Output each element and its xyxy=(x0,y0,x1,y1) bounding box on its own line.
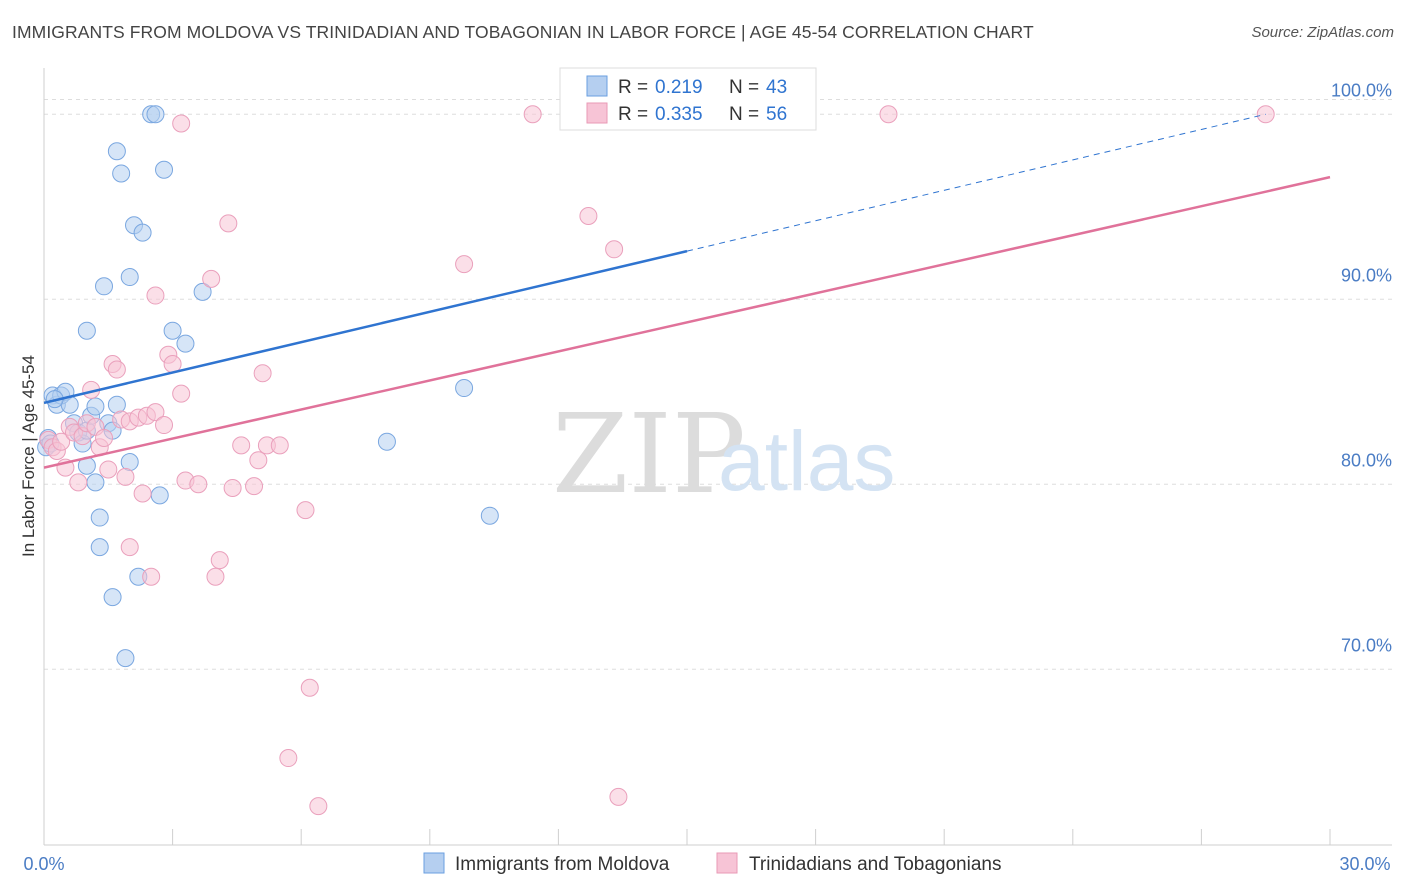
y-tick-label: 80.0% xyxy=(1341,450,1392,470)
data-point-moldova xyxy=(146,105,165,124)
data-point-trinidad xyxy=(99,460,118,479)
data-point-trinidad xyxy=(189,475,208,494)
data-point-trinidad xyxy=(95,429,114,447)
stats-n-value-pink: 56 xyxy=(766,104,787,125)
stats-r-label-pink: R = xyxy=(618,104,648,125)
data-point-trinidad xyxy=(300,678,319,697)
data-point-moldova xyxy=(377,432,396,451)
chart-source: Source: ZipAtlas.com xyxy=(1251,24,1394,41)
data-point-moldova xyxy=(77,321,96,340)
data-point-trinidad xyxy=(296,501,315,520)
data-point-trinidad xyxy=(172,384,191,403)
data-point-trinidad xyxy=(309,797,328,816)
y-tick-label: 90.0% xyxy=(1341,265,1392,285)
watermark-atlas: atlas xyxy=(718,414,895,508)
x-tick-label-max: 30.0% xyxy=(1339,854,1390,874)
data-point-trinidad xyxy=(142,567,161,586)
data-point-moldova xyxy=(155,160,174,179)
data-point-trinidad xyxy=(245,477,264,496)
data-point-moldova xyxy=(107,142,126,161)
data-point-trinidad xyxy=(116,467,135,486)
data-point-trinidad xyxy=(52,432,71,451)
data-points xyxy=(37,105,1275,816)
y-tick-label: 70.0% xyxy=(1341,635,1392,655)
stats-legend-swatch-blue xyxy=(586,75,608,97)
data-point-trinidad xyxy=(249,451,268,470)
data-point-moldova xyxy=(86,473,105,492)
chart-title: IMMIGRANTS FROM MOLDOVA VS TRINIDADIAN A… xyxy=(12,22,1034,42)
series-legend: Immigrants from Moldova Trinidadians and… xyxy=(423,852,1001,875)
data-point-trinidad xyxy=(579,207,598,225)
stats-n-value-blue: 43 xyxy=(766,77,787,98)
trend-lines xyxy=(43,113,1331,469)
stats-n-label-pink: N = xyxy=(729,104,759,125)
data-point-trinidad xyxy=(69,473,88,492)
data-point-moldova xyxy=(86,397,105,416)
legend-label-trinidad: Trinidadians and Tobagonians xyxy=(749,854,1001,875)
data-point-trinidad xyxy=(455,255,474,274)
data-point-trinidad xyxy=(107,360,126,379)
data-point-moldova xyxy=(193,282,212,301)
data-point-moldova xyxy=(90,508,109,527)
stats-legend: R = 0.219 N = 43 R = 0.335 N = 56 xyxy=(559,67,817,131)
data-point-moldova xyxy=(176,334,195,353)
data-point-trinidad xyxy=(270,436,289,455)
data-point-trinidad xyxy=(223,478,242,497)
data-point-moldova xyxy=(95,277,114,296)
data-point-trinidad xyxy=(232,436,251,455)
trend-line-trinidad xyxy=(43,175,1331,469)
data-point-moldova xyxy=(120,268,139,287)
data-point-trinidad xyxy=(133,484,152,503)
stats-legend-swatch-pink xyxy=(586,102,608,124)
x-tick-label-min: 0.0% xyxy=(23,854,64,874)
data-point-moldova xyxy=(120,453,139,472)
data-point-trinidad xyxy=(146,286,165,305)
data-point-trinidad xyxy=(206,567,225,586)
grid-lines xyxy=(44,98,1392,670)
data-point-trinidad xyxy=(219,214,238,233)
data-point-trinidad xyxy=(279,749,298,768)
trend-line-moldova xyxy=(43,249,688,405)
data-point-moldova xyxy=(116,649,135,668)
ticks: 70.0% 80.0% 90.0% 100.0% xyxy=(43,80,1392,845)
data-point-trinidad xyxy=(202,269,221,288)
stats-r-label-blue: R = xyxy=(618,77,648,98)
watermark-zip: ZIP xyxy=(552,390,746,518)
y-tick-label: 100.0% xyxy=(1331,80,1392,100)
data-point-moldova xyxy=(150,486,169,505)
stats-r-value-pink: 0.335 xyxy=(655,104,703,125)
data-point-moldova xyxy=(112,164,131,183)
data-point-trinidad xyxy=(120,538,139,557)
data-point-moldova xyxy=(133,223,152,242)
legend-swatch-moldova xyxy=(423,852,445,874)
stats-r-value-blue: 0.219 xyxy=(655,77,703,98)
watermark: ZIP atlas xyxy=(552,390,895,518)
data-point-trinidad xyxy=(253,364,272,383)
data-point-trinidad xyxy=(210,551,229,570)
data-point-moldova xyxy=(90,538,109,557)
data-point-moldova xyxy=(107,395,126,414)
stats-n-label-blue: N = xyxy=(729,77,759,98)
data-point-trinidad xyxy=(879,105,898,124)
legend-swatch-trinidad xyxy=(716,852,738,874)
legend-label-moldova: Immigrants from Moldova xyxy=(455,854,670,875)
data-point-moldova xyxy=(163,321,182,340)
trend-line-moldova-extension xyxy=(686,113,1266,252)
data-point-trinidad xyxy=(146,403,165,422)
y-axis-title: In Labor Force | Age 45-54 xyxy=(19,355,38,557)
data-point-moldova xyxy=(455,379,474,398)
data-point-moldova xyxy=(103,588,122,607)
axes xyxy=(43,68,1392,846)
data-point-moldova xyxy=(480,506,499,525)
data-point-trinidad xyxy=(523,105,542,124)
data-point-trinidad xyxy=(609,787,628,806)
data-point-trinidad xyxy=(155,416,174,435)
data-point-trinidad xyxy=(605,240,624,259)
data-point-trinidad xyxy=(172,114,191,133)
